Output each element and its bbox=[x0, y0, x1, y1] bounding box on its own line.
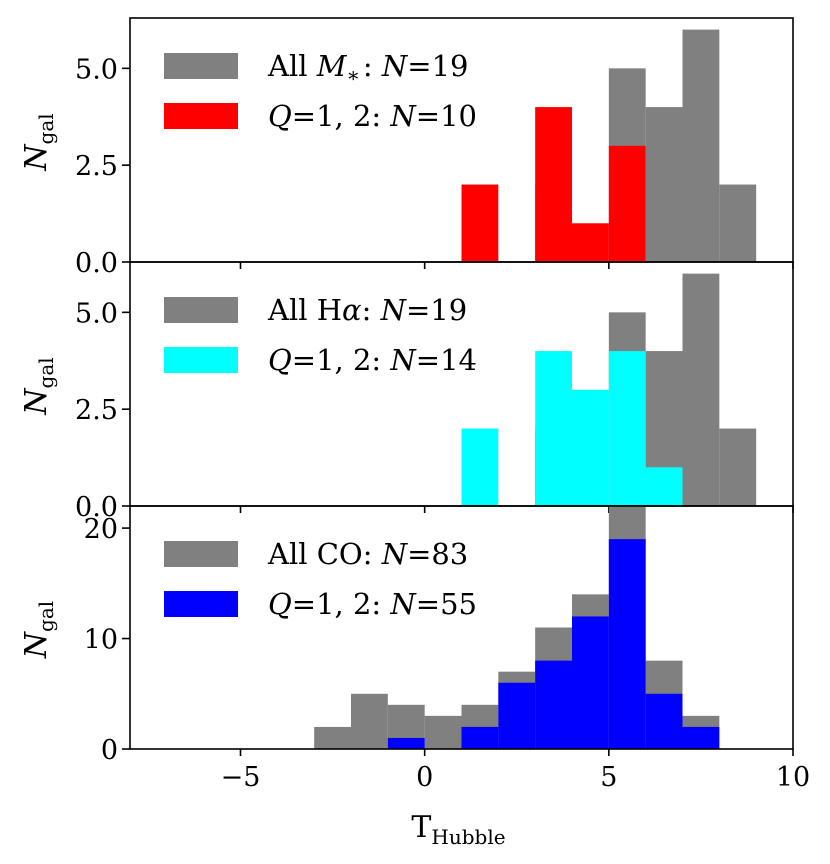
legend: All M∗ : N=19 Q=1, 2: N=10 bbox=[164, 49, 477, 133]
bar bbox=[719, 184, 757, 262]
legend-label: Q=1, 2: N=14 bbox=[268, 343, 477, 377]
legend-label: All Hα: N=19 bbox=[267, 293, 467, 327]
y-tick-label: 0.0 bbox=[75, 492, 118, 523]
series-quality bbox=[461, 107, 646, 262]
series-quality bbox=[461, 351, 683, 506]
bar bbox=[572, 616, 609, 749]
y-axis-label: Ngal bbox=[19, 601, 58, 659]
y-tick-label: 20 bbox=[84, 514, 118, 545]
bar bbox=[535, 660, 572, 749]
x-axis-label: THubble bbox=[411, 810, 505, 849]
bar bbox=[608, 351, 646, 506]
legend-swatch bbox=[164, 347, 238, 373]
bar bbox=[314, 726, 351, 749]
bar bbox=[572, 223, 609, 262]
x-tick-label: −5 bbox=[221, 762, 261, 793]
bar bbox=[424, 715, 462, 749]
bar bbox=[498, 682, 536, 749]
bar bbox=[535, 107, 572, 262]
panel-1: 0.0 2.5 5.0 Ngal All M∗ : N=19 Q=1, 2: N=10 bbox=[19, 17, 794, 279]
legend-label: Q=1, 2: N=10 bbox=[268, 99, 477, 133]
bar bbox=[461, 184, 499, 262]
bar bbox=[572, 389, 609, 506]
bar bbox=[645, 107, 683, 262]
bar bbox=[682, 29, 720, 262]
legend-swatch bbox=[164, 103, 238, 129]
bar bbox=[645, 467, 683, 506]
legend-swatch bbox=[164, 541, 238, 567]
bar bbox=[608, 539, 646, 749]
legend-swatch bbox=[164, 591, 238, 617]
legend: All CO: N=83 Q=1, 2: N=55 bbox=[164, 537, 477, 621]
series-quality bbox=[387, 539, 720, 749]
y-tick-label: 5.0 bbox=[75, 54, 118, 85]
bar bbox=[719, 428, 757, 506]
panel-3: 0 10 20 −5 0 5 10 Ngal All CO: N=83 Q=1, 2: N=55 T… bbox=[19, 505, 810, 849]
y-tick-label: 2.5 bbox=[75, 151, 118, 182]
bar bbox=[535, 351, 572, 506]
y-axis-label: Ngal bbox=[19, 357, 58, 415]
y-axis-label: Ngal bbox=[19, 113, 58, 171]
legend-label: All M∗ : N=19 bbox=[267, 49, 468, 87]
x-tick-label: 10 bbox=[776, 762, 810, 793]
bar bbox=[461, 726, 499, 749]
y-tick-label: 0.0 bbox=[75, 248, 118, 279]
bar bbox=[682, 273, 720, 506]
legend-label: All CO: N=83 bbox=[267, 537, 468, 571]
y-tick-label: 5.0 bbox=[75, 298, 118, 329]
bar bbox=[645, 693, 683, 749]
x-tick-label: 5 bbox=[600, 762, 617, 793]
y-tick-label: 2.5 bbox=[75, 395, 118, 426]
legend: All Hα: N=19 Q=1, 2: N=14 bbox=[164, 293, 477, 377]
legend-label: Q=1, 2: N=55 bbox=[268, 587, 477, 621]
bar bbox=[351, 693, 388, 749]
bar bbox=[682, 726, 720, 749]
legend-swatch bbox=[164, 53, 238, 79]
x-tick-label: 0 bbox=[416, 762, 433, 793]
panel-2: 0.0 2.5 5.0 Ngal All Hα: N=19 Q=1, 2: N=14 bbox=[19, 261, 794, 523]
bar bbox=[387, 737, 425, 749]
bar bbox=[608, 145, 646, 262]
y-tick-label: 10 bbox=[84, 625, 118, 656]
bar bbox=[461, 428, 499, 506]
plot-frame bbox=[129, 505, 794, 750]
legend-swatch bbox=[164, 297, 238, 323]
y-tick-label: 0 bbox=[101, 735, 118, 766]
